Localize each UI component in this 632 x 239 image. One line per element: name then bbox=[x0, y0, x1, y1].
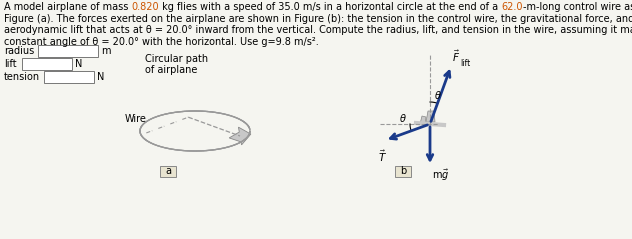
Text: N: N bbox=[97, 71, 104, 81]
Text: tension: tension bbox=[4, 71, 40, 81]
Text: radius: radius bbox=[4, 45, 34, 55]
Text: Figure (a). The forces exerted on the airplane are shown in Figure (b): the tens: Figure (a). The forces exerted on the ai… bbox=[4, 13, 632, 23]
Text: of airplane: of airplane bbox=[145, 65, 197, 75]
Text: m: m bbox=[101, 45, 111, 55]
Text: Wire: Wire bbox=[125, 114, 147, 124]
Text: 62.0: 62.0 bbox=[501, 2, 523, 12]
Bar bbox=[44, 71, 94, 82]
Text: Circular path: Circular path bbox=[145, 54, 208, 64]
Text: a: a bbox=[165, 167, 171, 176]
Text: 0.820: 0.820 bbox=[131, 2, 159, 12]
Polygon shape bbox=[420, 116, 426, 124]
Bar bbox=[38, 44, 98, 56]
Bar bbox=[22, 58, 72, 70]
Text: $\vec{T}$: $\vec{T}$ bbox=[379, 148, 387, 164]
Text: -m-long control wire as shown in: -m-long control wire as shown in bbox=[523, 2, 632, 12]
Text: $\vec{F}$: $\vec{F}$ bbox=[453, 48, 460, 64]
Text: b: b bbox=[400, 167, 406, 176]
Text: lift: lift bbox=[460, 59, 470, 68]
Text: constant angle of θ = 20.0° with the horizontal. Use g=9.8 m/s².: constant angle of θ = 20.0° with the hor… bbox=[4, 37, 319, 47]
Text: A model airplane of mass: A model airplane of mass bbox=[4, 2, 131, 12]
Text: aerodynamic lift that acts at θ = 20.0° inward from the vertical. Compute the ra: aerodynamic lift that acts at θ = 20.0° … bbox=[4, 25, 632, 35]
Text: N: N bbox=[75, 59, 82, 69]
Text: θ: θ bbox=[400, 114, 406, 124]
Bar bbox=[160, 166, 176, 177]
Bar bbox=[395, 166, 411, 177]
Polygon shape bbox=[229, 127, 251, 145]
Text: θ: θ bbox=[435, 91, 441, 101]
Polygon shape bbox=[426, 111, 435, 122]
Text: kg flies with a speed of 35.0 m/s in a horizontal circle at the end of a: kg flies with a speed of 35.0 m/s in a h… bbox=[159, 2, 501, 12]
Text: lift: lift bbox=[4, 59, 16, 69]
Text: m$\vec{g}$: m$\vec{g}$ bbox=[432, 168, 449, 183]
